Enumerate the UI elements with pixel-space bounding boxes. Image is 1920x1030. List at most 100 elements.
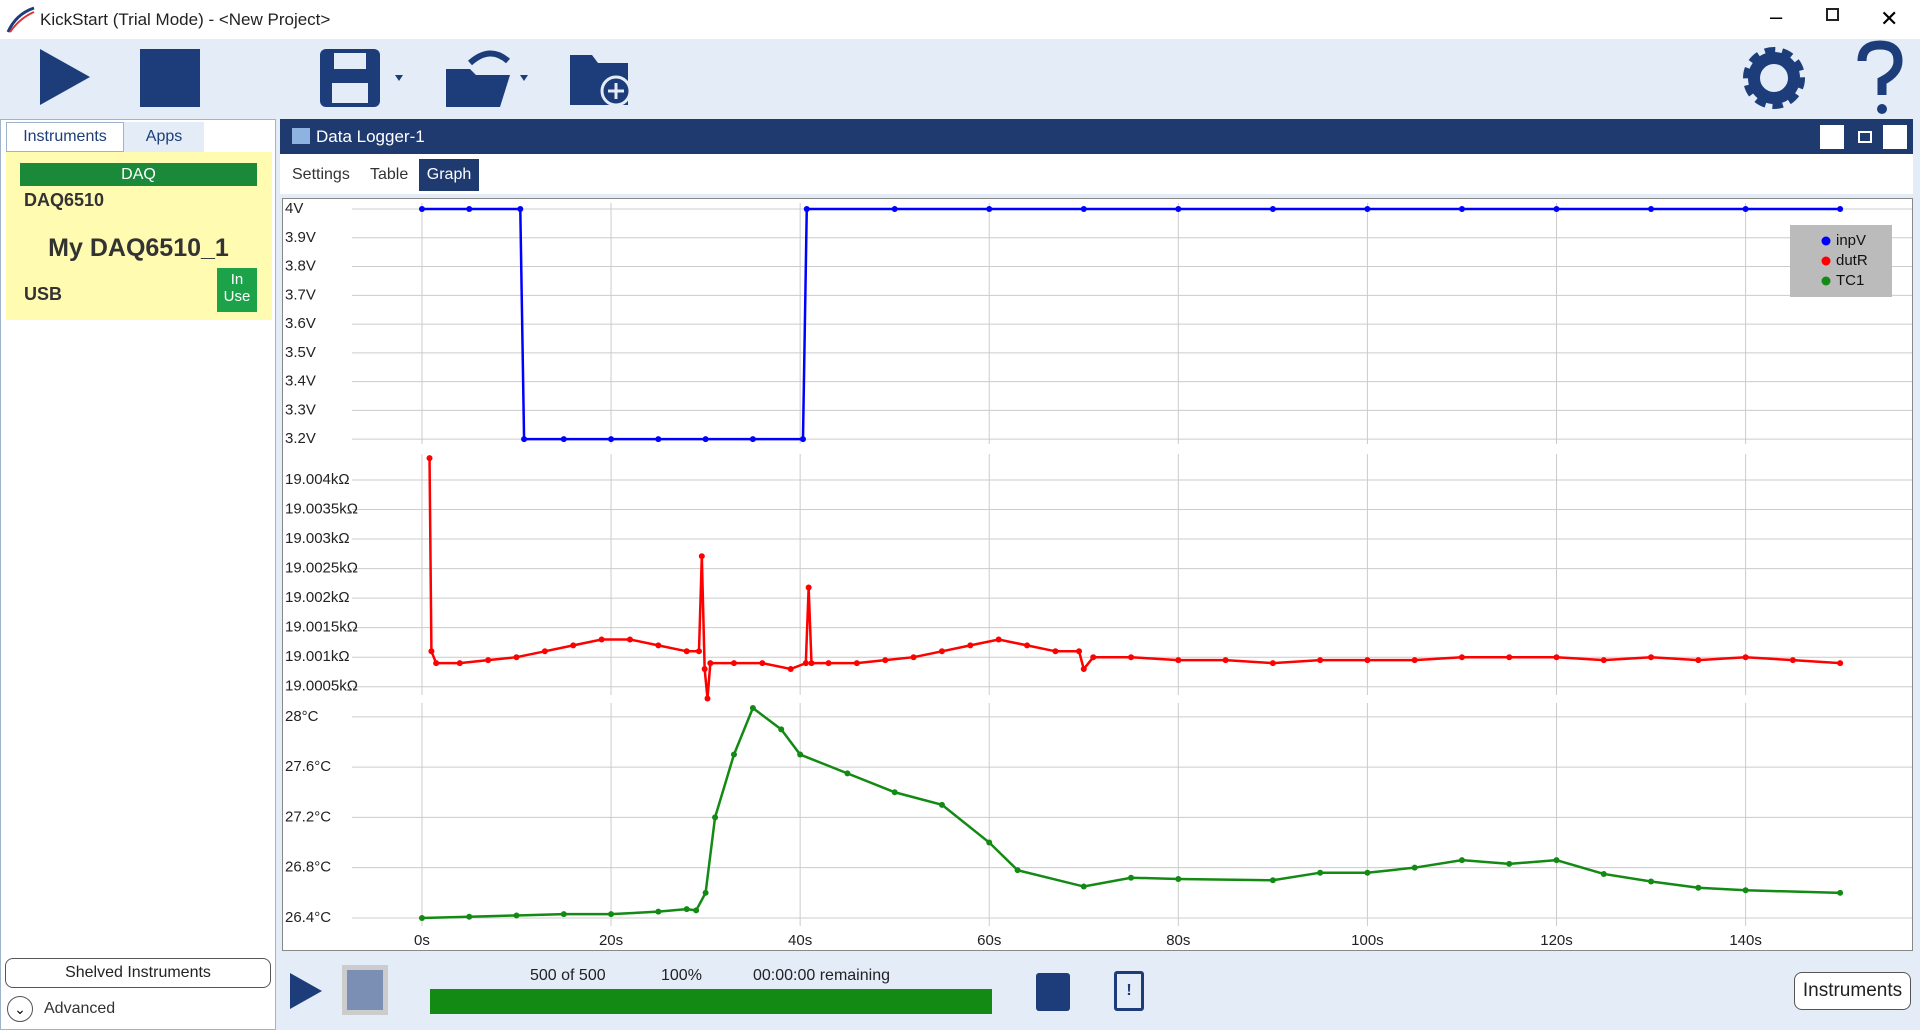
data-point xyxy=(1364,869,1371,876)
settings-button[interactable] xyxy=(1743,47,1805,109)
minimize[interactable]: – xyxy=(1770,4,1783,29)
x-tick-label: 80s xyxy=(1166,932,1190,949)
data-point xyxy=(799,436,806,443)
close[interactable]: ✕ xyxy=(1880,6,1899,31)
status-line: Use xyxy=(223,288,251,305)
panel-header: Data Logger-1 xyxy=(280,119,1913,154)
y-tick-label: 19.0015kΩ xyxy=(285,619,358,636)
data-point xyxy=(986,206,993,213)
data-point xyxy=(986,839,993,846)
data-point xyxy=(778,726,785,733)
new-project-button[interactable] xyxy=(570,55,632,107)
data-point xyxy=(1269,877,1276,884)
panel-tab[interactable]: Table xyxy=(370,166,409,183)
graph: 3.2V 3.3V 3.4V 3.5V 3.6V 3.7V 3.8V 3.9V 4V 19.000… xyxy=(282,198,1913,951)
y-tick-label: 26.4°C xyxy=(285,909,331,926)
x-tick-label: 40s xyxy=(788,932,812,949)
stop-button[interactable] xyxy=(140,49,200,107)
data-point xyxy=(707,660,714,667)
data-point xyxy=(570,642,577,649)
data-point xyxy=(802,660,809,667)
data-point xyxy=(1506,654,1513,661)
data-point xyxy=(805,584,812,591)
data-point xyxy=(1222,657,1229,664)
panel-icon xyxy=(292,128,310,144)
data-point xyxy=(1411,864,1418,871)
x-tick-label: 20s xyxy=(599,932,623,949)
data-point xyxy=(1317,657,1324,664)
data-point xyxy=(1742,206,1749,213)
panel-tab-selected[interactable]: Graph xyxy=(419,159,479,191)
sidebar-tab[interactable]: Apps xyxy=(124,122,204,152)
data-point xyxy=(1458,857,1465,864)
export-button[interactable] xyxy=(1036,973,1070,1011)
data-point xyxy=(683,906,690,913)
x-tick-label: 100s xyxy=(1351,932,1384,949)
data-point xyxy=(844,770,851,777)
data-point xyxy=(456,660,463,667)
data-point xyxy=(485,657,492,664)
run-button[interactable] xyxy=(40,49,90,105)
delete-panel[interactable] xyxy=(1883,125,1907,149)
data-point xyxy=(749,436,756,443)
save-button[interactable] xyxy=(320,49,403,107)
y-tick-label: 28°C xyxy=(285,708,319,725)
data-point xyxy=(683,648,690,655)
y-tick-label: 19.0025kΩ xyxy=(285,560,358,577)
advanced-label[interactable]: Advanced xyxy=(44,1000,116,1017)
data-point xyxy=(1080,883,1087,890)
data-point xyxy=(655,908,662,915)
y-tick-label: 3.3V xyxy=(285,401,316,418)
open-button[interactable] xyxy=(446,50,528,107)
data-point xyxy=(995,636,1002,643)
data-point xyxy=(938,801,945,808)
panel-tab[interactable]: Settings xyxy=(292,166,350,183)
data-point xyxy=(759,660,766,667)
expand-icon[interactable]: ⌄ xyxy=(7,996,33,1022)
data-point xyxy=(1742,654,1749,661)
data-point xyxy=(466,913,473,920)
legend-box xyxy=(1790,225,1892,297)
data-point xyxy=(702,889,709,896)
instrument-card[interactable]: DAQ DAQ6510 My DAQ6510_1 USB In Use xyxy=(6,152,272,320)
data-point xyxy=(910,654,917,661)
data-point xyxy=(1837,660,1844,667)
instruments-button[interactable]: Instruments xyxy=(1794,972,1911,1010)
maximize-panel[interactable] xyxy=(1858,131,1872,143)
clipboard-button[interactable]: ! xyxy=(1114,971,1144,1011)
data-point xyxy=(1128,874,1135,881)
data-point xyxy=(695,648,702,655)
data-point xyxy=(701,666,708,673)
y-tick-label: 27.6°C xyxy=(285,758,331,775)
data-point xyxy=(882,657,889,664)
data-point xyxy=(1458,206,1465,213)
legend-swatch xyxy=(1821,236,1831,246)
legend-label: TC1 xyxy=(1836,272,1864,289)
data-point xyxy=(702,436,709,443)
data-point xyxy=(1553,206,1560,213)
data-point xyxy=(1076,648,1083,655)
shelved-button[interactable]: Shelved Instruments xyxy=(5,958,271,988)
sidebar-tab[interactable]: Instruments xyxy=(6,122,124,152)
data-point xyxy=(712,814,719,821)
progress-track xyxy=(430,989,992,1014)
x-tick-label: 0s xyxy=(414,932,430,949)
data-line xyxy=(428,458,1841,699)
help-button[interactable] xyxy=(1857,40,1903,95)
legend-swatch xyxy=(1821,276,1831,286)
popout-button[interactable] xyxy=(1820,125,1844,149)
app-icon xyxy=(6,6,35,33)
data-point xyxy=(1837,889,1844,896)
data-point xyxy=(1080,206,1087,213)
window-title: KickStart (Trial Mode) - <New Project> xyxy=(40,10,331,29)
data-point xyxy=(1458,654,1465,661)
data-point xyxy=(517,206,524,213)
data-point xyxy=(541,648,548,655)
data-point xyxy=(1553,654,1560,661)
data-point xyxy=(1024,642,1031,649)
data-point xyxy=(418,914,425,921)
stop-small[interactable] xyxy=(342,965,388,1015)
data-point xyxy=(1695,657,1702,664)
maximize[interactable] xyxy=(1826,8,1839,21)
run-small[interactable] xyxy=(288,971,324,1011)
